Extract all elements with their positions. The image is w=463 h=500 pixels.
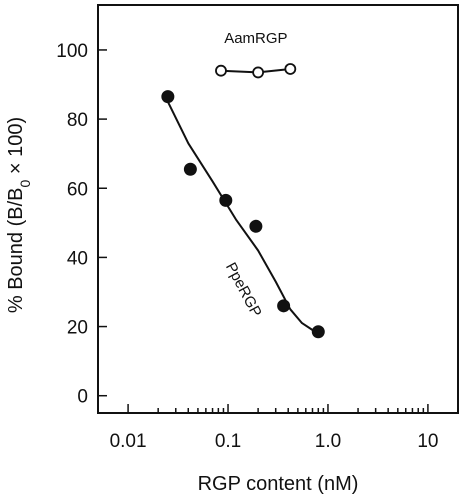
y-axis-title: % Bound (B/B0 × 100) xyxy=(5,117,33,313)
data-point-aamrgp xyxy=(252,66,265,79)
y-tick-label: 40 xyxy=(67,248,88,269)
series-label-aamrgp: AamRGP xyxy=(224,30,287,47)
x-axis-title: RGP content (nM) xyxy=(198,473,359,495)
x-tick-label: 0.01 xyxy=(110,431,147,452)
y-axis-ticks: 0 20 40 60 80 100 xyxy=(56,41,107,408)
data-point-ppergp xyxy=(249,219,263,233)
y-axis-title-prefix: % Bound (B/B xyxy=(5,188,27,314)
x-tick-label: 1.0 xyxy=(315,431,341,452)
data-point-aamrgp xyxy=(284,63,297,75)
series-line-ppergp xyxy=(167,101,319,333)
y-tick-label: 100 xyxy=(56,41,88,62)
y-axis-title-suffix: × 100) xyxy=(5,117,27,180)
data-point-ppergp xyxy=(183,162,197,176)
y-axis-title-subscript: 0 xyxy=(17,180,33,188)
y-tick-label: 0 xyxy=(77,387,88,408)
y-tick-label: 80 xyxy=(67,110,88,131)
series-label-ppergp: PpeRGP xyxy=(222,260,265,320)
x-tick-label: 0.1 xyxy=(215,431,241,452)
y-tick-label: 60 xyxy=(67,179,88,200)
y-tick-label: 20 xyxy=(67,318,88,339)
data-point-ppergp xyxy=(277,299,291,313)
x-axis-ticks: 0.01 0.1 1.0 10 xyxy=(110,404,459,452)
data-point-ppergp xyxy=(219,193,233,207)
x-tick-label: 10 xyxy=(417,431,438,452)
series-points xyxy=(161,63,325,339)
data-point-ppergp xyxy=(311,325,325,339)
plot-frame xyxy=(97,4,459,414)
data-point-aamrgp xyxy=(215,64,227,77)
data-point-ppergp xyxy=(161,90,175,104)
